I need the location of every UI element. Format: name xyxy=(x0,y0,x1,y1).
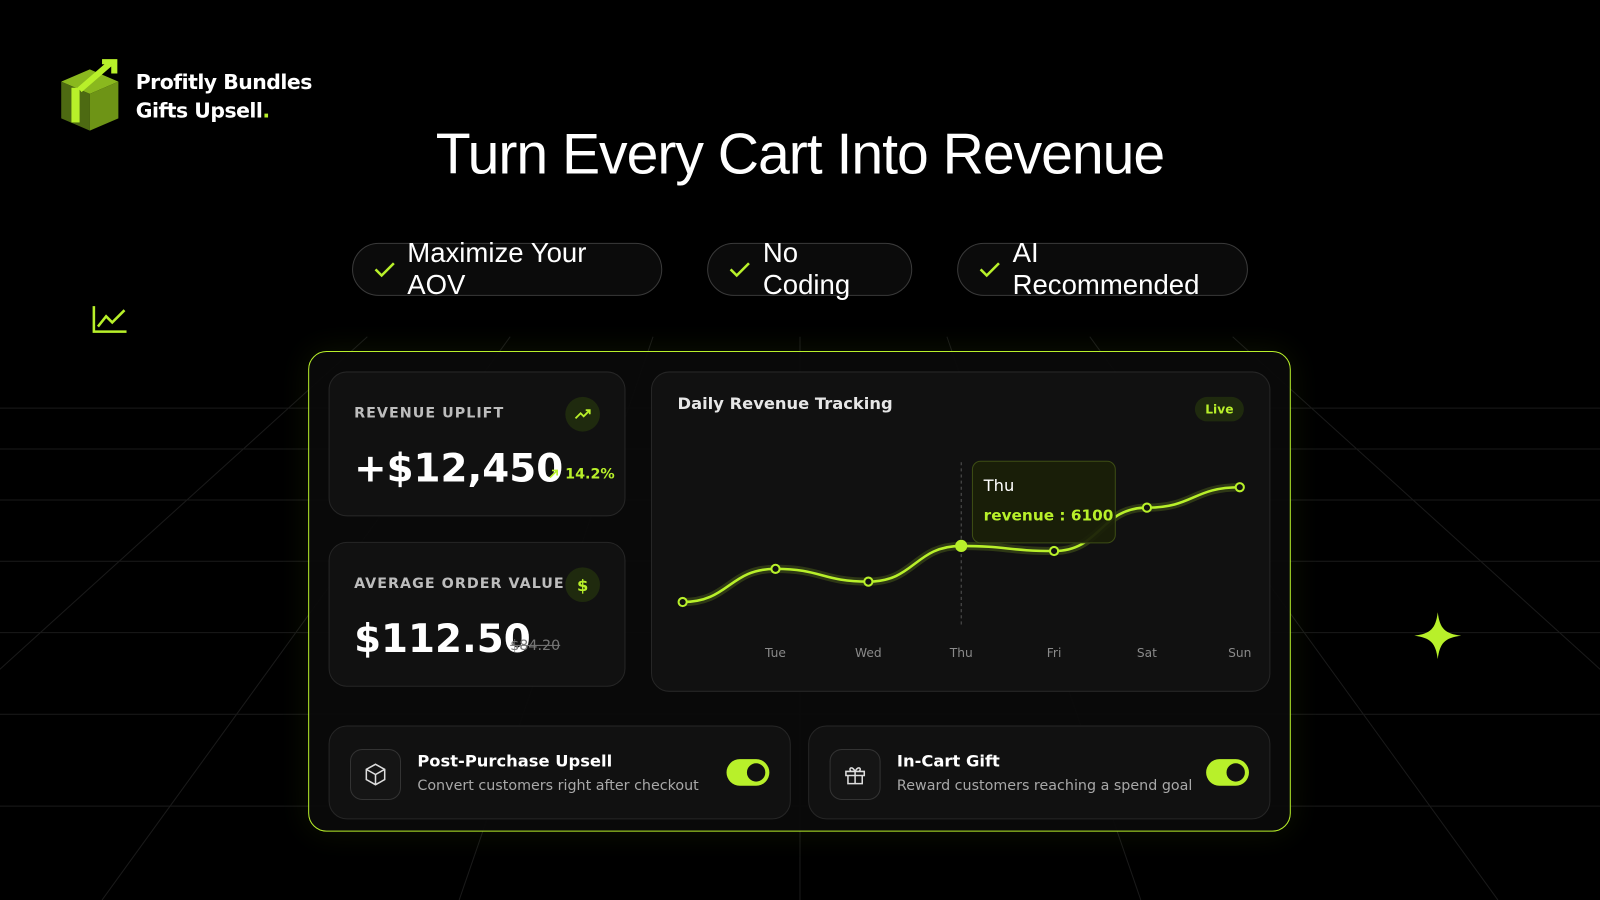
x-tick-label: Fri xyxy=(1047,646,1062,660)
point xyxy=(677,596,688,608)
point xyxy=(1048,545,1060,557)
chart-card: Daily Revenue Tracking Live Tue Wed Thu Fri… xyxy=(651,371,1271,692)
feature-pill: Maximize Your AOV xyxy=(352,238,663,300)
toggle-switch[interactable] xyxy=(1206,759,1249,786)
x-tick-label: Thu xyxy=(949,646,973,660)
x-tick-label: Sat xyxy=(1137,646,1157,660)
feature-text: AI Recommended xyxy=(1012,237,1200,300)
arrow-icon xyxy=(549,469,558,479)
stat-card: AVERAGE ORDER VALUE $ $112.50 $84.20 xyxy=(328,541,626,687)
toggle-description: Convert customers right after checkout xyxy=(417,777,699,794)
sparkle-icon xyxy=(1414,612,1462,660)
toggle-card: Post-Purchase Upsell Convert customers r… xyxy=(328,725,791,820)
check-icon xyxy=(729,262,750,278)
tooltip-title: Thu xyxy=(983,476,1015,495)
point xyxy=(955,539,968,553)
chart: Daily Revenue Tracking Live Tue Wed Thu Fri… xyxy=(677,394,1251,660)
x-tick-label: Tue xyxy=(764,646,786,660)
toggle-description: Reward customers reaching a spend goal xyxy=(896,777,1193,794)
stat-value: $112.50 xyxy=(354,616,531,662)
toggle-icon xyxy=(829,748,881,800)
x-tick-label: Wed xyxy=(855,646,882,660)
feature-pill: No Coding xyxy=(707,238,913,300)
brand-logo xyxy=(61,59,119,131)
point xyxy=(1141,502,1153,513)
brand-line: Gifts Upsell xyxy=(135,97,263,123)
tooltip-value: revenue : 6100 xyxy=(984,506,1114,524)
brand-name: Profitly Bundles Gifts Upsell. xyxy=(135,67,313,125)
point xyxy=(863,576,874,587)
tooltip-box xyxy=(971,460,1116,544)
point xyxy=(1234,482,1245,493)
stat-label: AVERAGE ORDER VALUE xyxy=(354,575,565,592)
toggle-knob xyxy=(746,763,766,782)
stat-label: REVENUE UPLIFT xyxy=(354,405,505,422)
stat-previous: $84.20 xyxy=(510,637,561,655)
toggle-switch[interactable] xyxy=(726,759,770,786)
point xyxy=(770,563,781,574)
live-badge xyxy=(1194,396,1244,422)
brand-dot: . xyxy=(262,97,270,123)
brand-line: Gifts Upsell. xyxy=(136,96,312,125)
feature-text: No Coding xyxy=(762,237,851,300)
feature-text: Maximize Your AOV xyxy=(407,237,587,300)
toggle-title: Post-Purchase Upsell xyxy=(417,751,613,771)
stat-value: +$12,450 xyxy=(354,445,564,491)
feature-pill: AI Recommended xyxy=(957,238,1248,300)
stat-change-text: 14.2% xyxy=(565,466,615,483)
toggle-title: In-Cart Gift xyxy=(896,751,1000,771)
toggle-knob xyxy=(1226,763,1245,782)
dashboard-panel: REVENUE UPLIFT +$12,450 14.2% AVERAGE OR… xyxy=(308,351,1291,832)
stat-icon: $ xyxy=(565,567,600,603)
chart-title: Daily Revenue Tracking xyxy=(678,394,893,413)
stat-change: 14.2% xyxy=(548,466,615,483)
stat-icon xyxy=(565,396,600,432)
live-badge-text: Live xyxy=(1205,402,1233,416)
stat-card: REVENUE UPLIFT +$12,450 14.2% xyxy=(328,371,626,517)
trend-icon xyxy=(92,306,127,333)
check-icon xyxy=(979,262,1000,278)
toggle-icon xyxy=(349,748,402,800)
brand-line: Profitly Bundles xyxy=(135,69,313,94)
check-icon xyxy=(374,262,395,278)
toggle-card: In-Cart Gift Reward customers reaching a… xyxy=(808,725,1271,820)
headline: Turn Every Cart Into Revenue xyxy=(435,121,1165,186)
x-tick-label: Sun xyxy=(1228,646,1251,660)
